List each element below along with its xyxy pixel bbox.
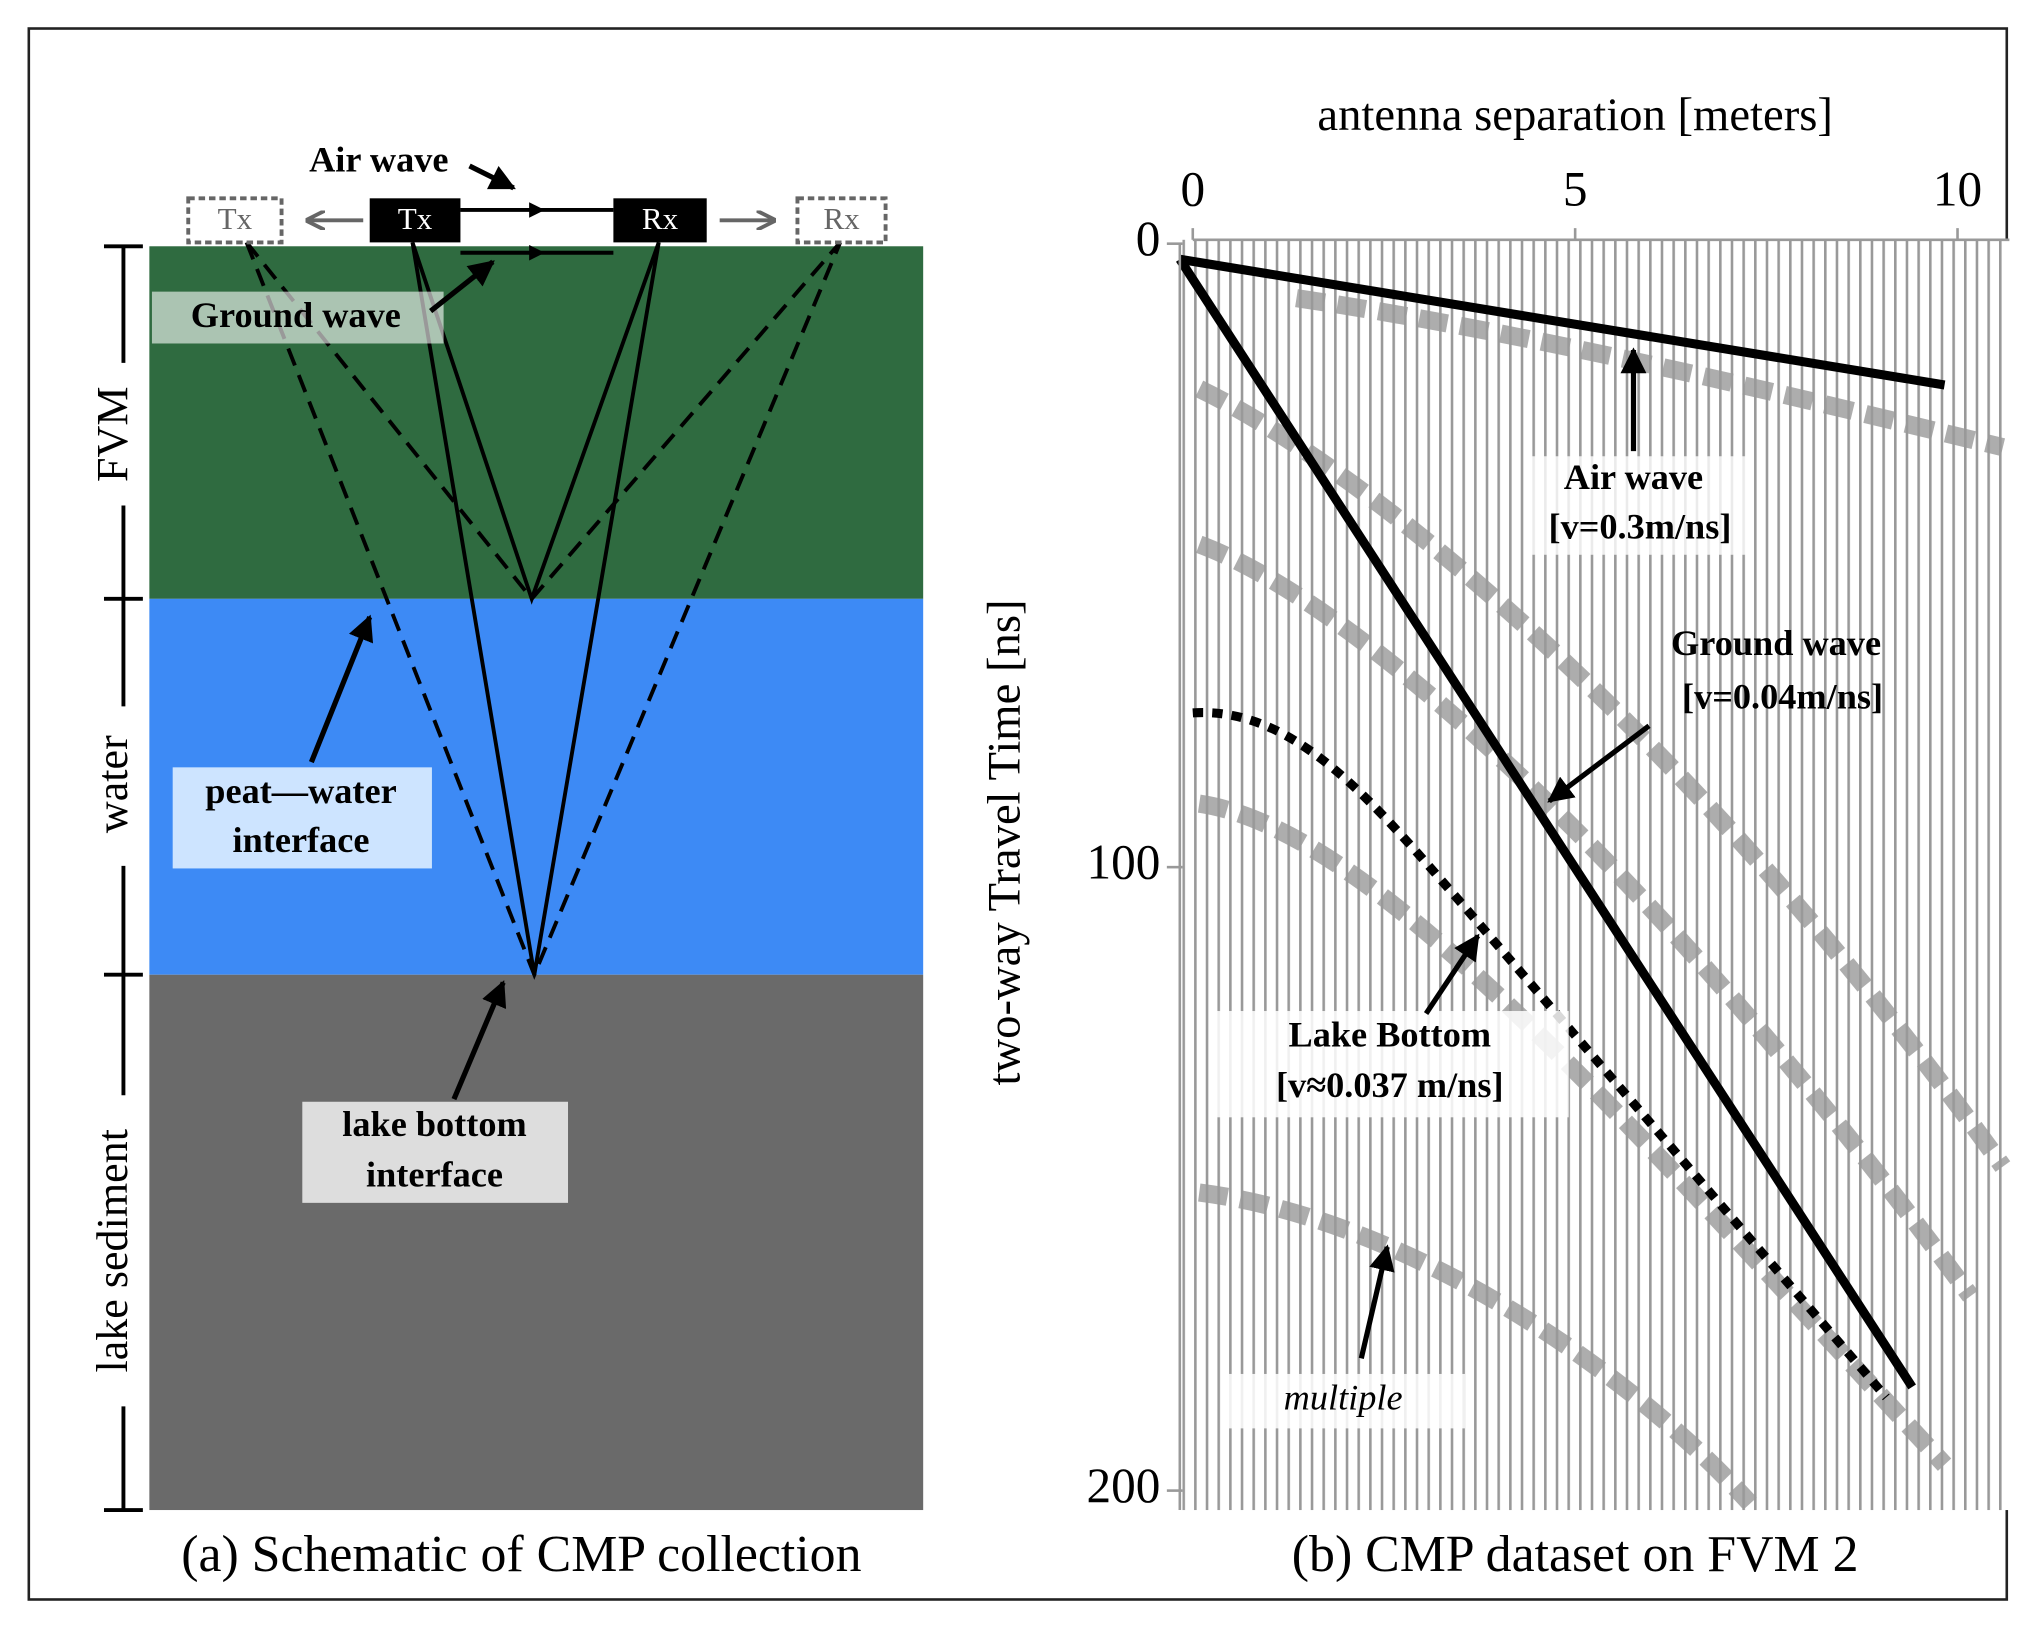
traces [1182, 240, 2009, 1510]
interface-label: interface [233, 820, 370, 860]
x-tick-label: 0 [1180, 162, 1205, 217]
y-tick-label: 0 [1136, 211, 1161, 266]
interface-label: lake bottom [342, 1104, 526, 1144]
layer-label: lake sediment [88, 1129, 137, 1372]
y-tick-label: 200 [1087, 1458, 1161, 1513]
interface-label: interface [366, 1155, 503, 1195]
page: FVM water lake sediment Tx Tx Rx Rx Air … [0, 0, 2033, 1628]
x-tick-label: 10 [1933, 162, 1982, 217]
annotation: [v=0.04m/ns] [1682, 676, 1883, 716]
layer-label: water [88, 735, 137, 833]
rx-label: Rx [642, 201, 679, 236]
caption: (a) Schematic of CMP collection [181, 1526, 861, 1583]
rx-label: Rx [823, 201, 860, 236]
x-axis-title: antenna separation [meters] [1317, 89, 1833, 141]
layer-label: FVM [88, 386, 137, 482]
panel-a: FVM water lake sediment Tx Tx Rx Rx Air … [88, 140, 923, 1584]
ground-wave-label: Ground wave [191, 295, 401, 335]
x-tick-label: 5 [1563, 162, 1588, 217]
air-wave-label: Air wave [309, 140, 448, 180]
figure: FVM water lake sediment Tx Tx Rx Rx Air … [0, 0, 2033, 1628]
annotation: Lake Bottom [1289, 1015, 1492, 1055]
caption: (b) CMP dataset on FVM 2 [1292, 1526, 1859, 1583]
panel-b: antenna separation [meters] two-way Trav… [978, 89, 2009, 1583]
y-axis-title: two-way Travel Time [ns] [978, 599, 1030, 1085]
annotation: [v=0.3m/ns] [1548, 506, 1731, 546]
interface-label: peat—water [205, 771, 396, 811]
annotation: Air wave [1564, 457, 1703, 497]
arrow [470, 166, 514, 188]
tx-label: Tx [218, 201, 253, 236]
annotation: [v≈0.037 m/ns] [1276, 1065, 1504, 1105]
annotation: multiple [1284, 1377, 1403, 1417]
annotation: Ground wave [1671, 623, 1881, 663]
y-tick-label: 100 [1087, 834, 1161, 889]
sediment-layer [149, 975, 923, 1510]
tx-label: Tx [398, 201, 433, 236]
